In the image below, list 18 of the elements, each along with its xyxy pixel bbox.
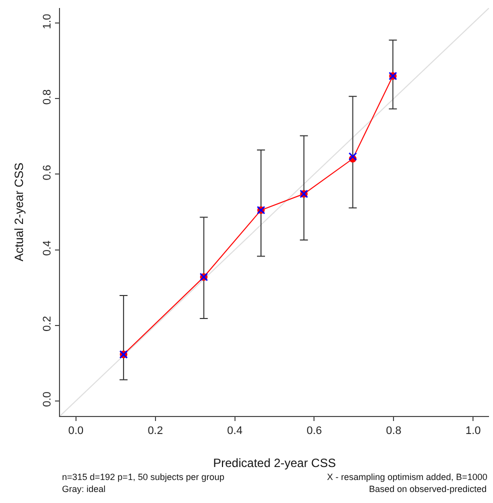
y-tick-label: 0.8 [42, 89, 54, 105]
y-axis-title: Actual 2-year CSS [12, 162, 26, 262]
x-tick-label: 0.2 [148, 425, 163, 438]
x-tick-label: 0.8 [386, 425, 402, 438]
text: n=315 d=192 p=1, 50 subjects per group [62, 472, 224, 482]
x-tick-label: 0.0 [68, 425, 84, 438]
y-tick-label: 0.2 [42, 316, 54, 332]
x-tick-label: 0.4 [227, 425, 242, 438]
x-axis-title: Predicated 2-year CSS [213, 456, 336, 470]
text: X - resampling optimism added, B=1000 [327, 472, 488, 482]
x-tick-label: 0.6 [306, 425, 322, 438]
text: Based on observed-predicted [369, 484, 487, 494]
x-tick-label: 1.0 [465, 425, 481, 438]
y-tick-label: 0.6 [42, 164, 54, 180]
y-tick-label: 0.4 [42, 240, 54, 256]
y-tick-label: 0.0 [42, 392, 54, 407]
y-tick-label: 1.0 [42, 14, 54, 30]
text: Gray: ideal [62, 484, 106, 494]
